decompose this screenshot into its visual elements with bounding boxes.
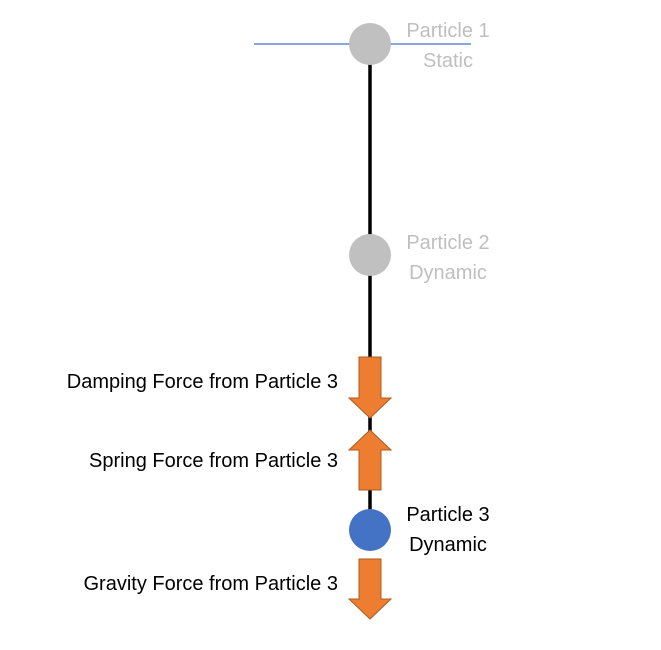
- damping-force-arrow: [347, 356, 393, 419]
- gravity-force-label: Gravity Force from Particle 3: [83, 573, 338, 595]
- particle-3-state: Dynamic: [409, 534, 487, 556]
- particle-1-name: Particle 1: [406, 20, 489, 42]
- damping-force-label: Damping Force from Particle 3: [67, 371, 338, 393]
- spring-force-label: Spring Force from Particle 3: [89, 450, 338, 472]
- spring-force-arrow: [347, 429, 393, 491]
- particle-1-node: [349, 23, 391, 65]
- particle-2-state: Dynamic: [409, 262, 487, 284]
- particle-3-node: [349, 509, 391, 551]
- particle-2-name: Particle 2: [406, 232, 489, 254]
- gravity-force-arrow: [347, 558, 393, 620]
- particle-2-node: [349, 234, 391, 276]
- particle-1-state: Static: [423, 50, 473, 72]
- particle-3-name: Particle 3: [406, 504, 489, 526]
